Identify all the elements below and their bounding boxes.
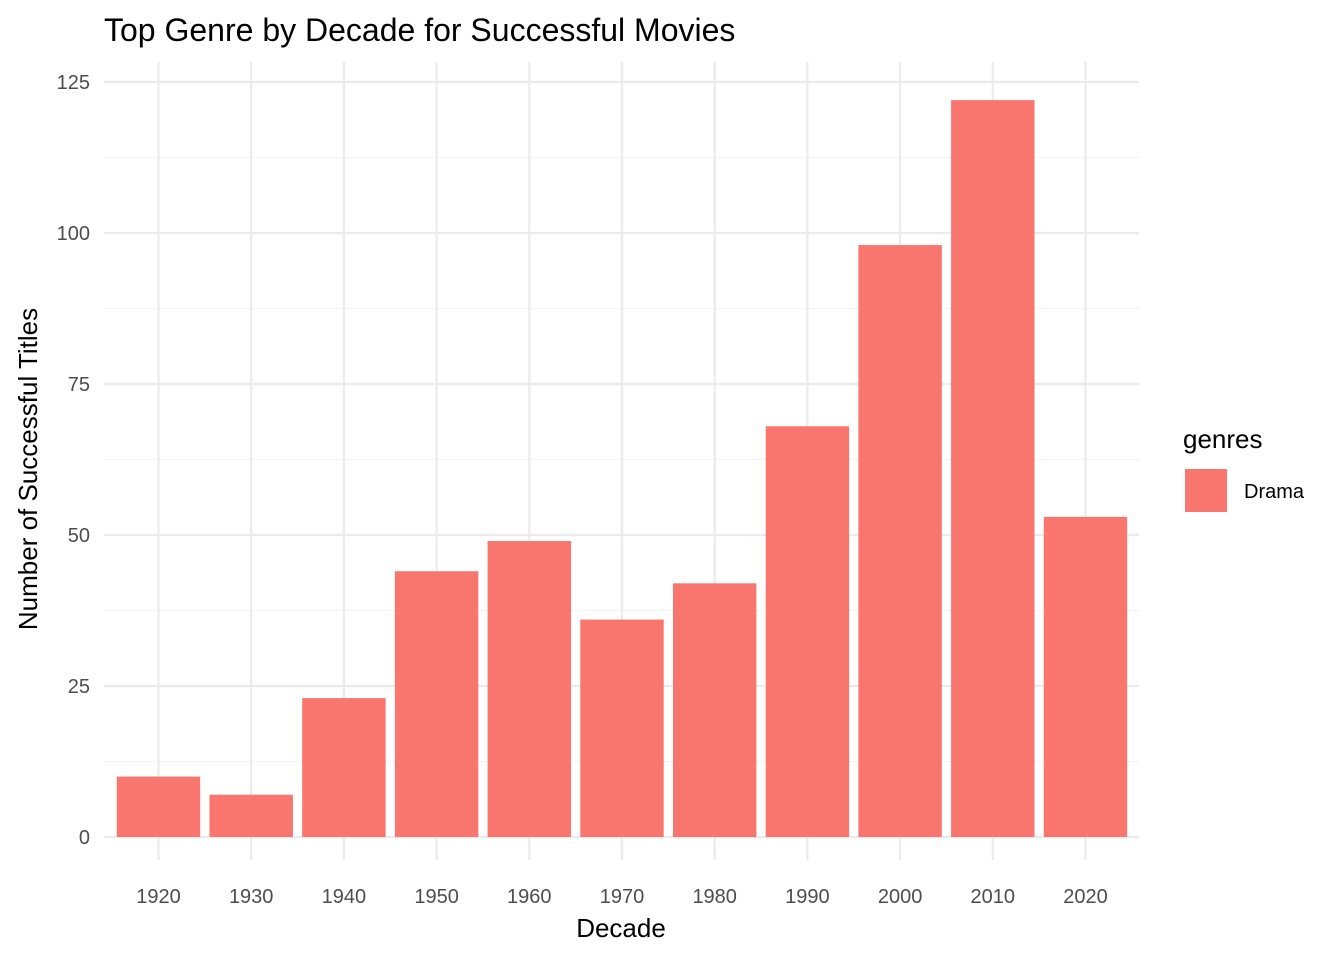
x-tick-label: 1920 (136, 886, 181, 908)
legend-key-drama (1185, 469, 1227, 512)
y-tick-label: 0 (79, 827, 90, 849)
x-tick-label: 1980 (692, 886, 737, 908)
y-tick-label: 75 (68, 374, 90, 396)
x-tick-label: 1960 (507, 886, 552, 908)
bars (116, 100, 1128, 838)
x-axis-tick-labels: 1920 1930 1940 1950 1960 1970 1980 1990 2000 2010… (136, 886, 1108, 908)
y-tick-label: 25 (68, 676, 90, 698)
legend: genres Drama (1183, 424, 1305, 512)
y-tick-label: 125 (57, 72, 90, 94)
bar-1920 (116, 776, 201, 837)
chart-title: Top Genre by Decade for Successful Movie… (104, 12, 735, 48)
bar-1990 (765, 426, 850, 837)
x-tick-label: 1940 (322, 886, 367, 908)
bar-1980 (672, 583, 757, 837)
bar-1940 (302, 698, 386, 837)
y-tick-label: 100 (57, 223, 90, 245)
bar-1960 (487, 541, 572, 837)
x-tick-label: 1950 (414, 886, 459, 908)
y-axis-title: Number of Successful Titles (13, 308, 43, 630)
x-tick-label: 2010 (971, 886, 1016, 908)
x-tick-label: 1990 (785, 886, 830, 908)
x-tick-label: 1930 (229, 886, 274, 908)
x-tick-label: 1970 (600, 886, 645, 908)
y-tick-label: 50 (68, 525, 90, 547)
bar-2020 (1043, 516, 1128, 837)
legend-label-drama: Drama (1244, 481, 1305, 503)
legend-title: genres (1183, 424, 1263, 454)
x-axis-title: Decade (576, 913, 666, 943)
bar-1950 (394, 571, 479, 837)
x-tick-label: 2000 (878, 886, 923, 908)
bar-2000 (858, 245, 942, 837)
bar-1930 (209, 794, 293, 837)
bar-2010 (951, 100, 1035, 838)
bar-1970 (580, 619, 664, 837)
y-axis-tick-labels: 0 25 50 75 100 125 (57, 72, 90, 849)
x-tick-label: 2020 (1063, 886, 1108, 908)
